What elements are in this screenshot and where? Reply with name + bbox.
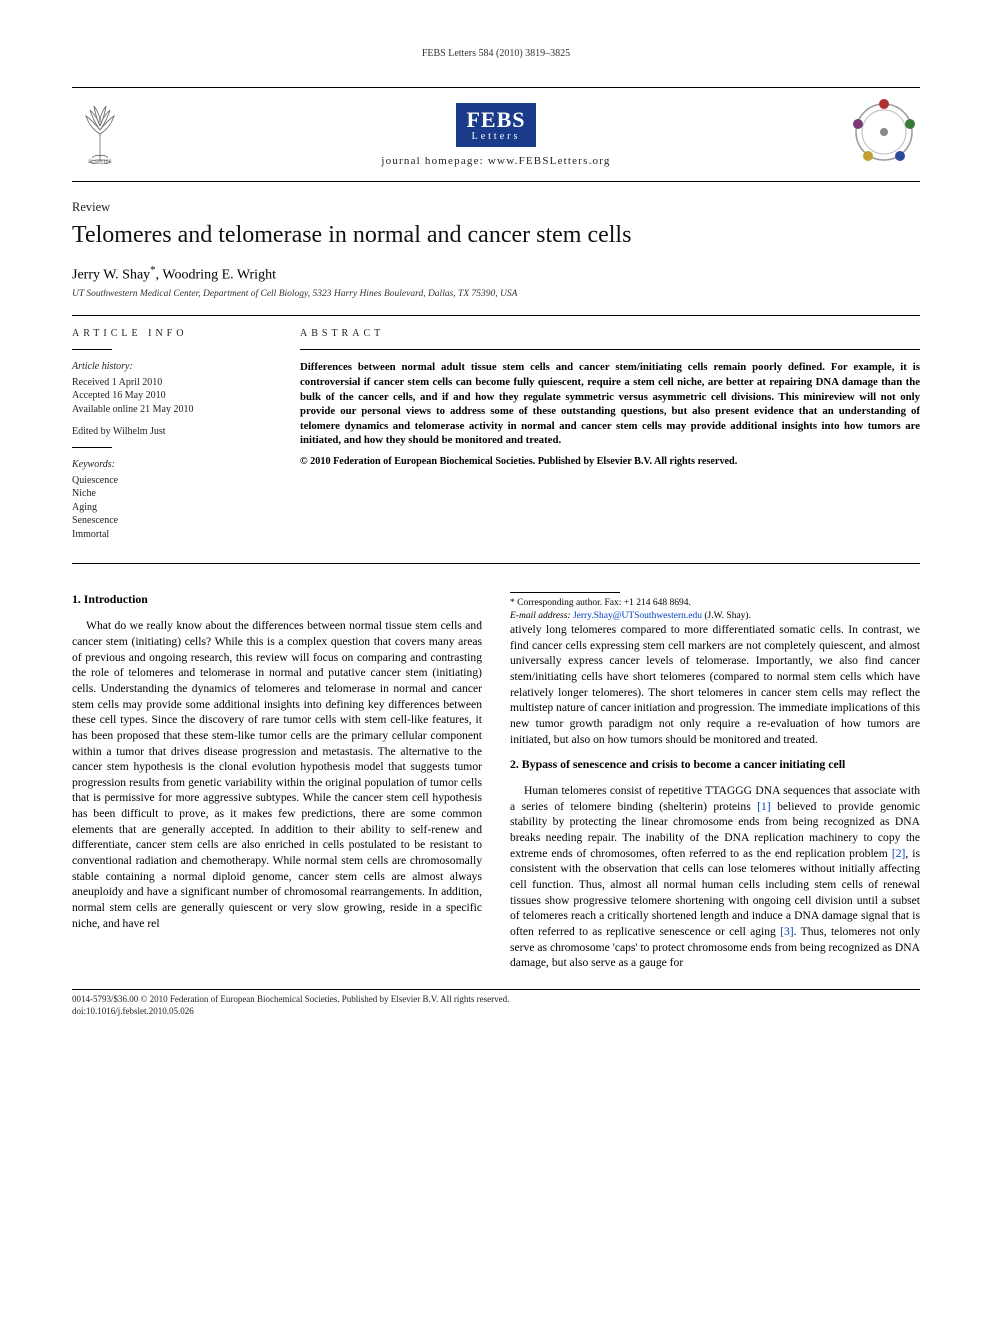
email-link[interactable]: Jerry.Shay@UTSouthwestern.edu xyxy=(573,611,702,621)
society-circle-icon xyxy=(848,96,920,173)
article-info-label: ARTICLE INFO xyxy=(72,328,268,339)
paragraph: Human telomeres consist of repetitive TT… xyxy=(510,783,920,971)
page-footer: 0014-5793/$36.00 © 2010 Federation of Eu… xyxy=(72,989,920,1017)
edited-by: Edited by Wilhelm Just xyxy=(72,426,268,437)
paragraph: What do we really know about the differe… xyxy=(72,618,482,931)
footnote-block: * Corresponding author. Fax: +1 214 648 … xyxy=(510,592,920,622)
email-after: (J.W. Shay). xyxy=(702,611,751,621)
society-logo xyxy=(800,96,920,173)
citation-link[interactable]: [1] xyxy=(757,800,771,813)
affiliation: UT Southwestern Medical Center, Departme… xyxy=(72,289,920,299)
citation-link[interactable]: [2] xyxy=(892,847,906,860)
abstract-label: ABSTRACT xyxy=(300,328,920,339)
keyword: Quiescence xyxy=(72,474,268,488)
febs-logo-main: FEBS xyxy=(466,109,525,131)
journal-homepage: journal homepage: www.FEBSLetters.org xyxy=(192,155,800,167)
article-info-column: ARTICLE INFO Article history: Received 1… xyxy=(72,316,282,563)
abstract-text: Differences between normal adult tissue … xyxy=(300,360,920,447)
footnote-rule xyxy=(510,592,620,593)
keywords-heading: Keywords: xyxy=(72,458,268,472)
section-heading: 2. Bypass of senescence and crisis to be… xyxy=(510,757,920,773)
author-name: Woodring E. Wright xyxy=(162,267,276,282)
homepage-label: journal homepage: xyxy=(381,155,488,167)
history-line: Available online 21 May 2010 xyxy=(72,403,268,417)
info-abstract-box: ARTICLE INFO Article history: Received 1… xyxy=(72,315,920,564)
corresponding-author-footnote: * Corresponding author. Fax: +1 214 648 … xyxy=(510,597,920,609)
history-line: Received 1 April 2010 xyxy=(72,376,268,390)
febs-logo: FEBS Letters xyxy=(456,103,535,147)
email-footnote: E-mail address: Jerry.Shay@UTSouthwester… xyxy=(510,610,920,622)
footer-doi: doi:10.1016/j.febslet.2010.05.026 xyxy=(72,1006,920,1018)
article-title: Telomeres and telomerase in normal and c… xyxy=(72,221,920,250)
running-head: FEBS Letters 584 (2010) 3819–3825 xyxy=(72,48,920,59)
keyword: Aging xyxy=(72,501,268,515)
body-text: 1. Introduction What do we really know a… xyxy=(72,592,920,970)
corr-marker: * xyxy=(150,264,156,276)
paragraph: atively long telomeres compared to more … xyxy=(510,622,920,747)
citation-link[interactable]: [3] xyxy=(780,925,794,938)
publisher-logo: ELSEVIER xyxy=(72,100,192,169)
elsevier-tree-icon: ELSEVIER xyxy=(72,100,128,169)
homepage-url[interactable]: www.FEBSLetters.org xyxy=(488,155,611,167)
author-list: Jerry W. Shay*, Woodring E. Wright xyxy=(72,264,920,284)
author-name: Jerry W. Shay xyxy=(72,267,150,282)
history-line: Accepted 16 May 2010 xyxy=(72,389,268,403)
keyword: Senescence xyxy=(72,514,268,528)
history-heading: Article history: xyxy=(72,360,268,374)
section-heading: 1. Introduction xyxy=(72,592,482,608)
footer-copyright: 0014-5793/$36.00 © 2010 Federation of Eu… xyxy=(72,994,920,1006)
journal-header: ELSEVIER FEBS Letters journal homepage: … xyxy=(72,87,920,182)
article-type: Review xyxy=(72,200,920,215)
abstract-column: ABSTRACT Differences between normal adul… xyxy=(282,316,920,563)
email-label: E-mail address: xyxy=(510,611,573,621)
keyword: Immortal xyxy=(72,528,268,542)
keywords-block: Keywords: Quiescence Niche Aging Senesce… xyxy=(72,458,268,541)
keyword: Niche xyxy=(72,487,268,501)
abstract-copyright: © 2010 Federation of European Biochemica… xyxy=(300,456,920,467)
article-history: Article history: Received 1 April 2010 A… xyxy=(72,360,268,416)
febs-logo-sub: Letters xyxy=(466,131,525,143)
svg-text:ELSEVIER: ELSEVIER xyxy=(88,160,112,164)
